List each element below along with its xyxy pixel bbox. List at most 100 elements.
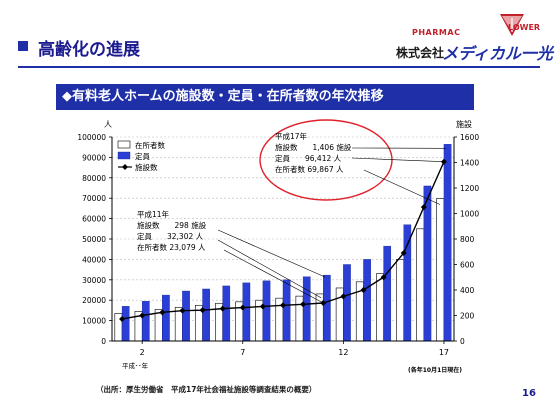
facility-point — [400, 250, 407, 257]
legend-marker-facility — [122, 164, 128, 170]
bar-teiin — [403, 224, 412, 342]
x-axis-label: 平成･･年 — [122, 361, 149, 370]
company-logo: PHARMAC LOWER 株式会社 メディカル一光 — [396, 6, 556, 68]
bar-teiin — [323, 274, 331, 342]
facility-point — [199, 307, 206, 314]
bar-teiin — [262, 280, 271, 342]
bar-zaisho — [416, 228, 425, 342]
facility-point — [239, 304, 246, 311]
annotation-h11-line: 在所者数 23,079 人 — [137, 242, 206, 252]
x-tick-label: 17 — [439, 348, 449, 357]
x-tick-label: 2 — [140, 348, 145, 357]
flower-logo-icon — [500, 14, 524, 36]
y-tick-label-left: 70000 — [82, 194, 106, 203]
header-divider — [18, 66, 540, 68]
bar-teiin — [383, 245, 392, 342]
y-tick-label-left: 0 — [101, 337, 106, 346]
y-tick-label-right: 0 — [460, 337, 465, 346]
legend-swatch-zaisho — [117, 140, 131, 149]
facility-point — [340, 293, 347, 300]
facility-point — [259, 303, 266, 310]
leader-line — [351, 157, 444, 163]
y-tick-label-left: 80000 — [82, 174, 106, 183]
y-tick-label-right: 1000 — [460, 210, 479, 219]
facility-point — [219, 305, 226, 312]
date-note: (各年10月1日現在) — [408, 366, 462, 374]
leader-line — [217, 239, 322, 299]
bar-teiin — [182, 290, 190, 342]
facility-point — [119, 315, 126, 322]
facility-point — [159, 309, 166, 316]
y-tick-label-right: 800 — [460, 235, 475, 244]
bar-teiin — [363, 259, 371, 342]
bar-zaisho — [376, 273, 384, 342]
bar-teiin — [141, 301, 150, 342]
y-tick-label-left: 30000 — [82, 276, 106, 285]
facility-point — [179, 307, 186, 314]
legend-label-zaisho: 在所者数 — [135, 140, 165, 150]
source-note: （出所：厚生労働省 平成17年社会福祉施設等調査結果の概要） — [96, 385, 317, 394]
logo-brand-name: メディカル一光 — [442, 44, 553, 63]
facility-point — [420, 204, 427, 211]
y-tick-label-left: 10000 — [82, 317, 106, 326]
y-tick-label-left: 20000 — [82, 296, 106, 305]
y-tick-label-left: 40000 — [82, 255, 106, 264]
y-axis-unit-left: 人 — [104, 120, 112, 129]
chart-subtitle: ◆有料老人ホームの施設数・定員・在所者数の年次推移 — [56, 84, 474, 110]
y-tick-label-right: 400 — [460, 286, 475, 295]
annotation-h11-line: 平成11年 — [137, 209, 170, 219]
page-number: 16 — [522, 388, 536, 399]
y-tick-label-right: 1200 — [460, 184, 479, 193]
axes: 0100002000030000400005000060000700008000… — [77, 119, 479, 374]
annotation-h17-line: 平成17年 — [275, 131, 308, 141]
leader-line — [223, 249, 324, 304]
y-tick-label-right: 200 — [460, 312, 475, 321]
x-tick-label: 7 — [240, 348, 245, 357]
facility-point — [139, 312, 146, 319]
bar-teiin — [121, 306, 130, 342]
bar-teiin — [202, 288, 210, 342]
bar-teiin — [443, 144, 452, 342]
legend-swatch-teiin — [117, 151, 131, 160]
facility-line — [119, 158, 447, 322]
x-tick-label: 12 — [338, 348, 348, 357]
annotation-h17-line: 施設数 1,406 施設 — [275, 142, 352, 152]
logo-company-prefix: 株式会社 — [396, 46, 445, 60]
legend-label-teiin: 定員 — [135, 151, 150, 161]
facility-point — [380, 274, 387, 281]
leader-line — [363, 169, 441, 205]
bar-teiin — [423, 185, 432, 342]
annotation-h11-line: 定員 32,302 人 — [137, 231, 204, 241]
annotation-h17-line: 在所者数 69,867 人 — [275, 164, 344, 174]
logo-pharmacy-text: PHARMAC — [412, 28, 461, 37]
y-tick-label-left: 90000 — [82, 153, 106, 162]
legend-label-facility: 施設数 — [135, 162, 158, 172]
bar-zaisho — [396, 259, 405, 342]
bar-teiin — [242, 282, 251, 342]
y-tick-label-left: 100000 — [77, 133, 106, 142]
y-tick-label-right: 1400 — [460, 159, 479, 168]
facility-point — [280, 302, 286, 309]
leader-line — [217, 229, 326, 278]
highlight-ellipse — [259, 119, 393, 201]
logo-flower-text: LOWER — [508, 23, 541, 32]
y-tick-label-right: 600 — [460, 261, 475, 270]
facility-point — [360, 287, 367, 293]
title-bullet-icon — [18, 41, 28, 51]
bar-teiin — [282, 279, 291, 342]
y-tick-label-left: 50000 — [82, 235, 106, 244]
bar-teiin — [222, 285, 231, 342]
y-axis-unit-right: 施設 — [456, 119, 472, 129]
bar-zaisho — [436, 198, 445, 342]
annotation-h17-line: 定員 96,412 人 — [275, 153, 342, 163]
y-tick-label-left: 60000 — [82, 215, 106, 224]
y-tick-label-right: 1600 — [460, 133, 479, 142]
facility-point — [300, 301, 307, 308]
slide-title: 高齢化の進展 — [38, 40, 140, 60]
bar-teiin — [302, 276, 311, 342]
bar-teiin — [162, 294, 170, 342]
annotation-h11-line: 施設数 298 施設 — [137, 220, 207, 230]
